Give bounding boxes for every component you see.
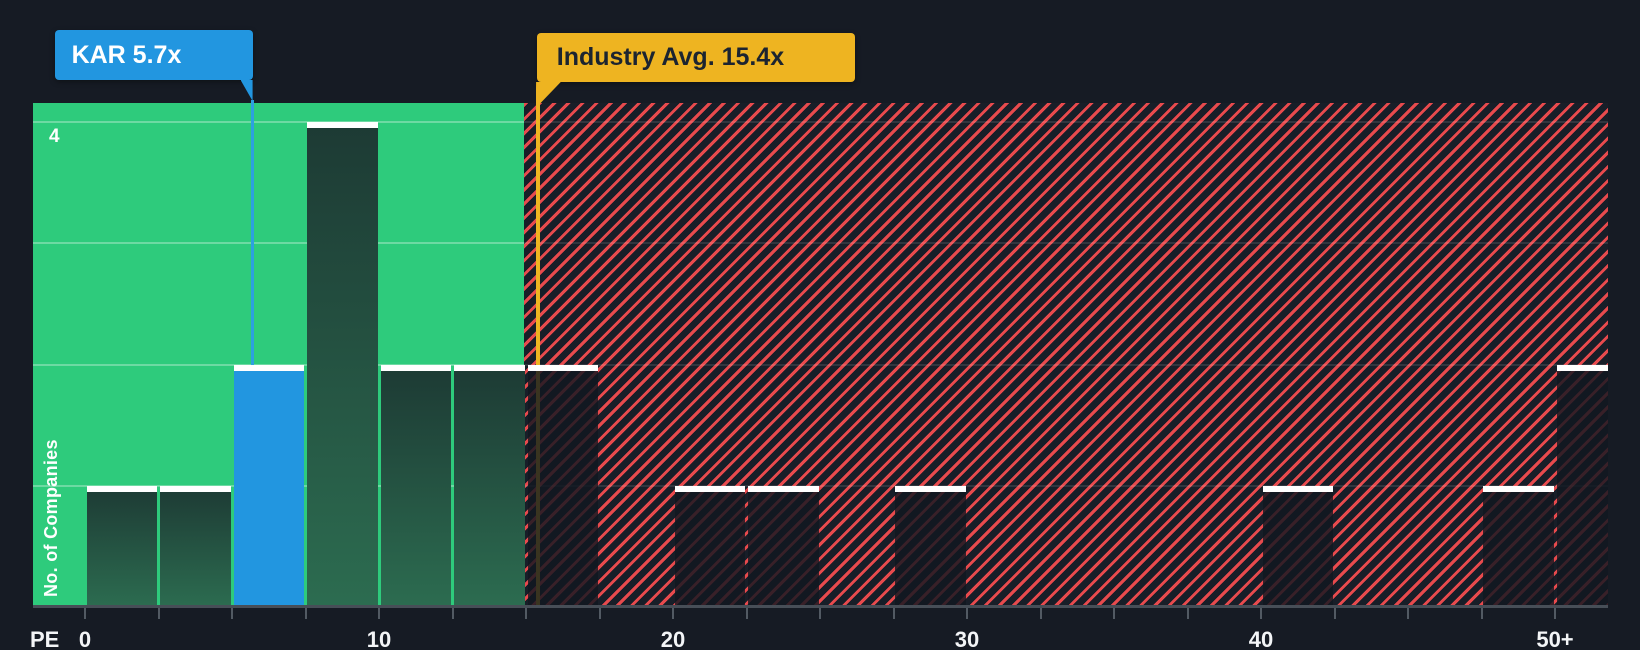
histogram-bar[interactable]	[307, 122, 378, 607]
x-tick-label: 0	[78, 627, 92, 650]
histogram-bar[interactable]	[527, 364, 598, 607]
histogram-bar[interactable]	[86, 485, 157, 607]
histogram-bar[interactable]	[1556, 364, 1608, 607]
x-tick	[819, 608, 821, 619]
histogram-bar[interactable]	[895, 485, 966, 607]
x-axis-title: PE	[30, 627, 60, 650]
industry-avg-marker-line	[535, 82, 540, 607]
gridline	[524, 121, 1608, 124]
histogram-bar[interactable]	[1262, 485, 1333, 607]
y-gridline-label: 4	[49, 126, 60, 147]
x-tick	[84, 608, 86, 619]
industry-avg-callout: Industry Avg. 15.4x	[536, 33, 855, 82]
bar-top-cap	[1262, 485, 1333, 492]
histogram-bar[interactable]	[233, 364, 304, 607]
overvalued-zone	[524, 103, 1608, 607]
x-tick	[1039, 608, 1042, 619]
x-tick	[1554, 608, 1556, 619]
x-tick	[304, 608, 307, 619]
kar-callout-label: KAR 5.7x	[71, 40, 182, 69]
histogram-bar[interactable]	[748, 485, 819, 607]
x-tick-label: 10	[366, 627, 392, 650]
gridline	[33, 121, 524, 124]
bar-top-cap	[233, 364, 304, 371]
bar-top-cap	[307, 122, 378, 129]
x-tick-label: 20	[660, 627, 686, 650]
x-tick	[1186, 608, 1189, 619]
x-tick	[1480, 608, 1483, 619]
histogram-bar[interactable]	[380, 364, 451, 607]
bar-top-cap	[748, 485, 819, 492]
x-tick	[892, 608, 895, 619]
bar-top-cap	[380, 364, 451, 371]
bar-top-cap	[1556, 364, 1608, 371]
x-tick	[231, 608, 233, 619]
kar-marker-line	[251, 100, 255, 365]
histogram-bar[interactable]	[160, 485, 231, 607]
industry-avg-callout-label: Industry Avg. 15.4x	[556, 43, 785, 71]
histogram-bar[interactable]	[454, 364, 525, 607]
bar-top-cap	[527, 364, 598, 371]
bar-top-cap	[674, 485, 745, 492]
bar-top-cap	[160, 485, 231, 492]
x-tick	[598, 608, 601, 619]
bar-top-cap	[86, 485, 157, 492]
x-tick	[1407, 608, 1409, 619]
gridline	[524, 363, 1608, 366]
y-axis-title: No. of Companies	[41, 439, 61, 597]
bar-top-cap	[895, 485, 966, 492]
x-tick	[966, 608, 968, 619]
x-tick	[525, 608, 527, 619]
x-tick	[1113, 608, 1115, 619]
kar-callout: KAR 5.7x	[54, 30, 253, 80]
x-axis-line	[33, 605, 1608, 608]
x-tick	[157, 608, 160, 619]
bar-top-cap	[1483, 485, 1554, 492]
x-tick	[745, 608, 748, 619]
x-tick	[1333, 608, 1336, 619]
histogram-bar[interactable]	[1483, 485, 1554, 607]
gridline	[524, 484, 1608, 487]
x-tick-label: 50+	[1536, 627, 1574, 650]
x-tick	[378, 608, 380, 619]
gridline	[33, 242, 524, 245]
x-tick	[451, 608, 454, 619]
gridline	[524, 242, 1608, 245]
x-tick-label: 40	[1248, 627, 1274, 650]
x-tick-label: 30	[954, 627, 980, 650]
x-tick	[1260, 608, 1262, 619]
bar-top-cap	[454, 364, 525, 371]
x-tick	[672, 608, 674, 619]
histogram-bar[interactable]	[674, 485, 745, 607]
